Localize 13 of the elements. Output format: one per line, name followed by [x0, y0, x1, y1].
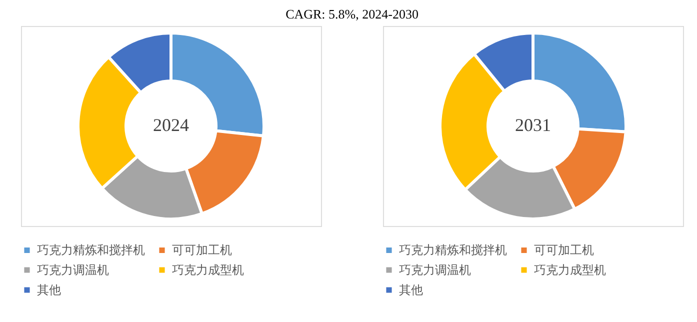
legend-label: 巧克力调温机: [37, 263, 109, 277]
legend-label: 其他: [399, 283, 423, 297]
legend-label: 巧克力成型机: [172, 263, 244, 277]
legend-label: 可可加工机: [172, 243, 232, 258]
legend-label: 其他: [37, 283, 61, 297]
legend-label: 巧克力成型机: [534, 263, 606, 277]
legend-label: 巧克力精炼和搅拌机: [37, 243, 145, 258]
legend-label: 巧克力调温机: [399, 263, 471, 277]
text: 2031: [515, 115, 551, 135]
legend-label: 巧克力精炼和搅拌机: [399, 243, 507, 258]
legend-label: 可可加工机: [534, 243, 594, 258]
text: CAGR: 5.8%, 2024-2030: [286, 6, 418, 22]
text: 2024: [153, 115, 189, 135]
